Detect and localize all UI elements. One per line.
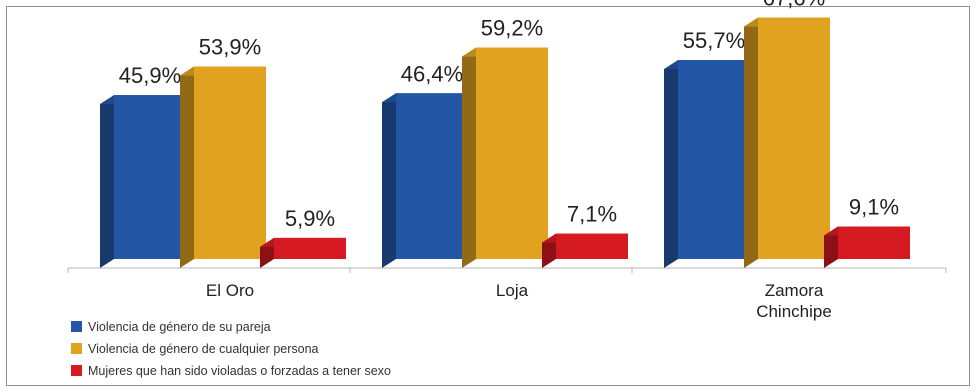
bar-front-face: [758, 17, 830, 260]
legend-swatch: [71, 343, 82, 354]
data-label: 59,2%: [481, 16, 543, 41]
category-label: Chinchipe: [756, 302, 832, 321]
bar: [382, 93, 468, 269]
bar: [664, 60, 750, 269]
category-group: 45,9% 53,9% 5,9%: [100, 35, 346, 268]
data-label: 53,9%: [199, 35, 261, 60]
bar-side-face: [744, 17, 758, 269]
legend-label: Violencia de género de su pareja: [88, 320, 271, 334]
bar-side-face: [100, 95, 114, 268]
legend-item: Violencia de género de su pareja: [71, 320, 271, 334]
bar: [260, 237, 346, 268]
data-label: 45,9%: [119, 63, 181, 88]
bar-side-face: [462, 47, 476, 269]
bar-side-face: [180, 66, 194, 268]
bar-front-face: [396, 93, 468, 260]
data-label: 5,9%: [285, 206, 335, 231]
bar: [542, 233, 628, 268]
data-label: 67,6%: [763, 0, 825, 11]
bar-front-face: [678, 60, 750, 260]
legend-swatch: [71, 321, 82, 332]
data-label: 46,4%: [401, 61, 463, 86]
data-label: 9,1%: [849, 195, 899, 220]
legend: Violencia de género de su pareja Violenci…: [71, 320, 391, 378]
category-label: El Oro: [206, 281, 254, 300]
bar-front-face: [114, 95, 186, 259]
bar-front-face: [476, 47, 548, 260]
category-group: 46,4% 59,2% 7,1%: [382, 16, 628, 269]
bar-front-face: [194, 66, 266, 259]
legend-label: Mujeres que han sido violadas o forzadas…: [88, 364, 391, 378]
legend-swatch: [71, 365, 82, 376]
bar: [180, 66, 266, 268]
legend-item: Violencia de género de cualquier persona: [71, 342, 319, 356]
bar: [100, 95, 186, 268]
data-label: 55,7%: [683, 28, 745, 53]
category-label: Zamora: [765, 281, 824, 300]
bar-front-face: [556, 233, 628, 259]
data-label: 7,1%: [567, 202, 617, 227]
bar-front-face: [274, 237, 346, 259]
bar: [744, 17, 830, 269]
category-group: 55,7% 67,6% 9,1%: [664, 0, 910, 269]
category-label: Loja: [496, 281, 529, 300]
bar-side-face: [382, 93, 396, 269]
legend-label: Violencia de género de cualquier persona: [88, 342, 319, 356]
bar-side-face: [824, 226, 838, 268]
bar-side-face: [664, 60, 678, 269]
bar: [462, 47, 548, 269]
legend-item: Mujeres que han sido violadas o forzadas…: [71, 364, 391, 378]
bar: [824, 226, 910, 268]
bar-front-face: [838, 226, 910, 259]
